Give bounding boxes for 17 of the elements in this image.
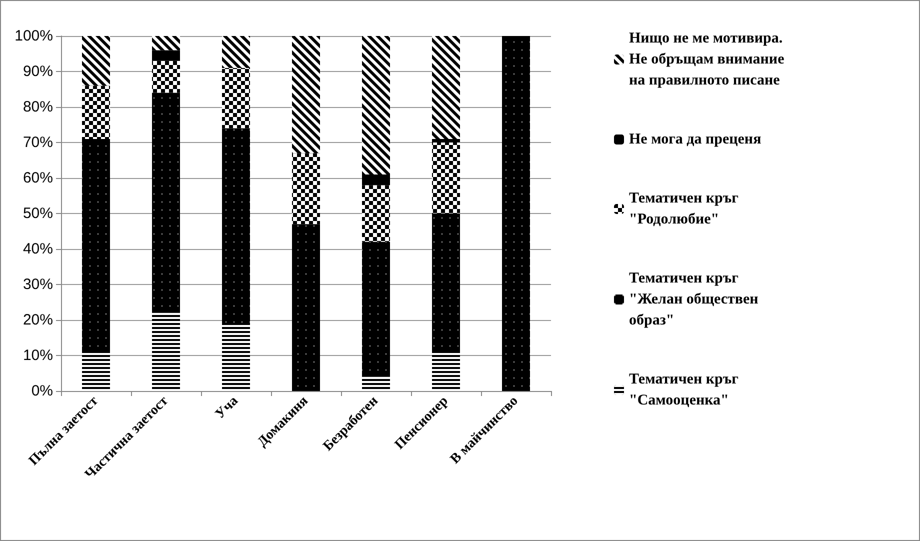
y-tick-label: 100% [14,28,53,44]
y-tick-label: 10% [22,347,53,364]
legend-label: Нищо не ме мотивира. Не обръщам внимание на правилното писане [629,30,788,88]
legend-label: Тематичен кръг "Желан обществен образ" [629,270,762,328]
y-tick-label: 50% [22,205,53,222]
y-tick-label: 60% [22,170,53,186]
legend-label: Тематичен кръг "Родолюбие" [629,190,742,228]
y-tick-label: 20% [22,312,53,328]
y-tick-label: 0% [31,382,53,400]
y-tick-label: 90% [22,63,53,80]
y-tick-label: 70% [22,134,53,151]
x-tick-label: Уча [212,394,242,422]
legend-label: Не мога да преценя [629,132,762,148]
y-tick-label: 40% [22,240,53,258]
y-tick-label: 80% [22,98,53,116]
legend-label: Тематичен кръг "Самооценка" [629,372,742,408]
y-tick-label: 30% [22,276,53,293]
